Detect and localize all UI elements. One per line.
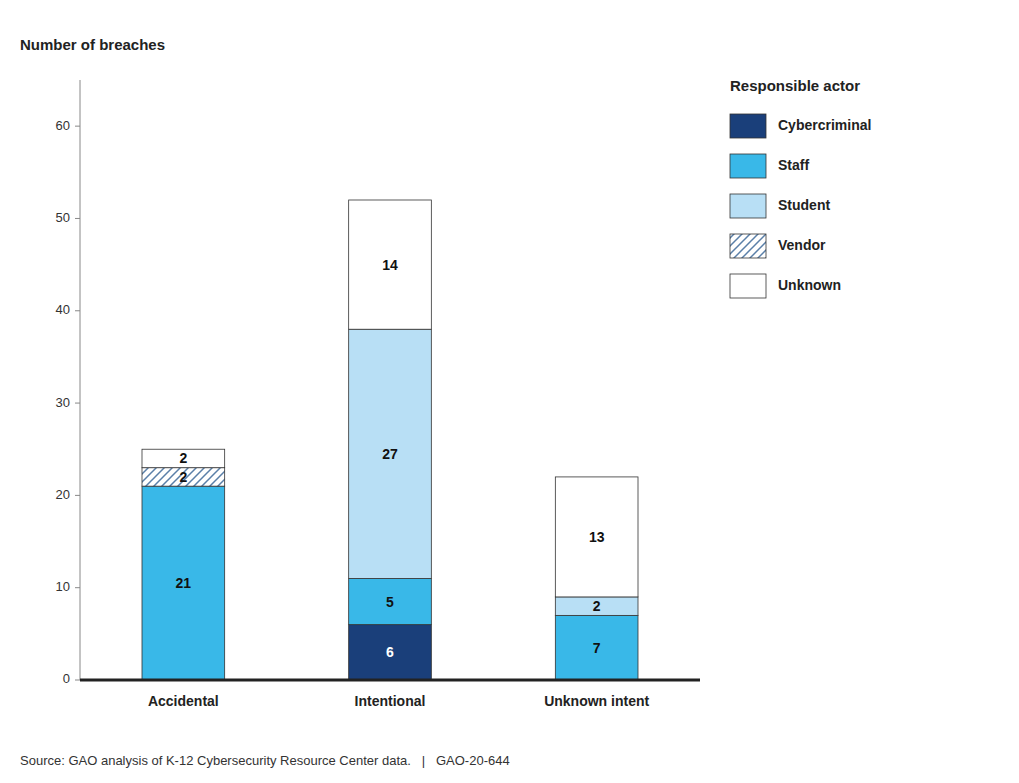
y-tick (75, 126, 80, 127)
y-tick-label: 60 (56, 118, 70, 133)
bar-segment (349, 625, 432, 680)
legend-label: Student (778, 197, 830, 213)
y-tick (75, 587, 80, 588)
bar-segment (555, 477, 638, 597)
legend-label: Staff (778, 157, 809, 173)
bar-segment (349, 578, 432, 624)
data-label: 7 (593, 640, 601, 656)
y-axis: 0 10 20 30 40 50 60 (56, 80, 80, 686)
y-tick-label: 20 (56, 487, 70, 502)
bar-segment (349, 329, 432, 578)
y-axis-line (80, 80, 81, 680)
y-tick (75, 680, 80, 681)
legend-swatch (730, 234, 766, 258)
data-label: 5 (386, 594, 394, 610)
bar-segment (142, 449, 225, 467)
legend-swatch (730, 154, 766, 178)
data-label: 2 (179, 450, 187, 466)
bar-segment (142, 468, 225, 486)
chart: Number of breaches 0 10 20 30 40 50 60 6 21 5 7 27 2 2… (0, 0, 1019, 783)
legend-label: Cybercriminal (778, 117, 871, 133)
y-tick (75, 218, 80, 219)
x-axis: Accidental Intentional Unknown intent (80, 680, 700, 709)
y-tick-label: 0 (63, 671, 70, 686)
data-label: 2 (593, 598, 601, 614)
legend-swatch (730, 194, 766, 218)
legend-swatch (730, 114, 766, 138)
y-tick (75, 310, 80, 311)
bar-segment (555, 615, 638, 680)
bar-segment (349, 200, 432, 329)
data-label: 13 (589, 529, 605, 545)
data-labels: 6 21 5 7 27 2 2 2 14 13 (176, 257, 605, 661)
y-tick-label: 40 (56, 302, 70, 317)
x-tick-label: Intentional (355, 693, 426, 709)
data-label: 27 (382, 446, 398, 462)
x-tick-label: Unknown intent (544, 693, 649, 709)
legend-label: Unknown (778, 277, 841, 293)
bar-segment (142, 486, 225, 680)
y-tick-label: 30 (56, 395, 70, 410)
legend-title: Responsible actor (730, 77, 860, 94)
data-label: 2 (179, 469, 187, 485)
y-axis-label: Number of breaches (20, 36, 165, 53)
x-tick-label: Accidental (148, 693, 219, 709)
data-label: 6 (386, 644, 394, 660)
y-tick (75, 495, 80, 496)
y-tick-label: 50 (56, 210, 70, 225)
annotation: Source: GAO analysis of K-12 Cybersecuri… (20, 753, 510, 768)
data-label: 21 (176, 575, 192, 591)
legend-label: Vendor (778, 237, 826, 253)
data-label: 14 (382, 257, 398, 273)
legend: Responsible actor Cybercriminal Staff Stude… (730, 77, 871, 298)
bar-segment (555, 597, 638, 615)
legend-swatch (730, 274, 766, 298)
y-tick-label: 10 (56, 579, 70, 594)
y-tick (75, 403, 80, 404)
bars (142, 200, 638, 680)
x-axis-line (80, 679, 700, 682)
